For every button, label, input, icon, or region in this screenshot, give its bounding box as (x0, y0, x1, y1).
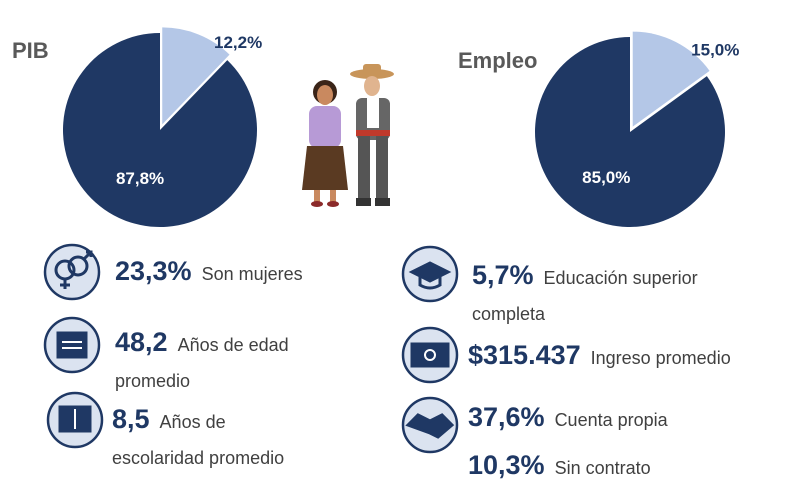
stat-value: 10,3% (468, 450, 545, 480)
pie-slice (632, 31, 710, 127)
stat-value: 48,2 (115, 327, 168, 357)
stat: $315.437 Ingreso promedio (468, 338, 803, 377)
stat-text: Años de edad promedio (115, 335, 289, 391)
pie-slice (535, 37, 726, 228)
stat: 48,2 Años de edad promedio (115, 325, 350, 400)
stat: 23,3% Son mujeres (115, 254, 415, 293)
stat-text: Educación superior completa (472, 268, 698, 324)
stat-text: Ingreso promedio (590, 348, 731, 368)
people-illustration (302, 64, 394, 207)
stat: 37,6% Cuenta propia (468, 400, 798, 439)
stat-value: 23,3% (115, 256, 192, 286)
data-label: 87,8% (116, 169, 164, 188)
pie-slice (162, 27, 230, 125)
stat: 5,7% Educación superior completa (472, 258, 757, 333)
icon-glyphs (54, 250, 455, 439)
chart-title: Empleo (458, 48, 537, 73)
stat-text: Años de escolaridad promedio (112, 412, 285, 468)
stat-text: Cuenta propia (554, 410, 668, 430)
stat: 8,5 Años de escolaridad promedio (112, 402, 297, 477)
stat-value: $315.437 (468, 340, 581, 370)
stat-text: Sin contrato (554, 458, 651, 478)
data-label: 15,0% (691, 41, 739, 60)
stat: 10,3% Sin contrato (468, 448, 798, 487)
stat-value: 37,6% (468, 402, 545, 432)
chart-title: PIB (12, 38, 49, 63)
stat-value: 8,5 (112, 404, 150, 434)
stat-value: 5,7% (472, 260, 534, 290)
pie-slice (62, 33, 257, 228)
data-label: 12,2% (214, 33, 262, 52)
stat-text: Son mujeres (201, 264, 303, 284)
data-label: 85,0% (582, 168, 630, 187)
